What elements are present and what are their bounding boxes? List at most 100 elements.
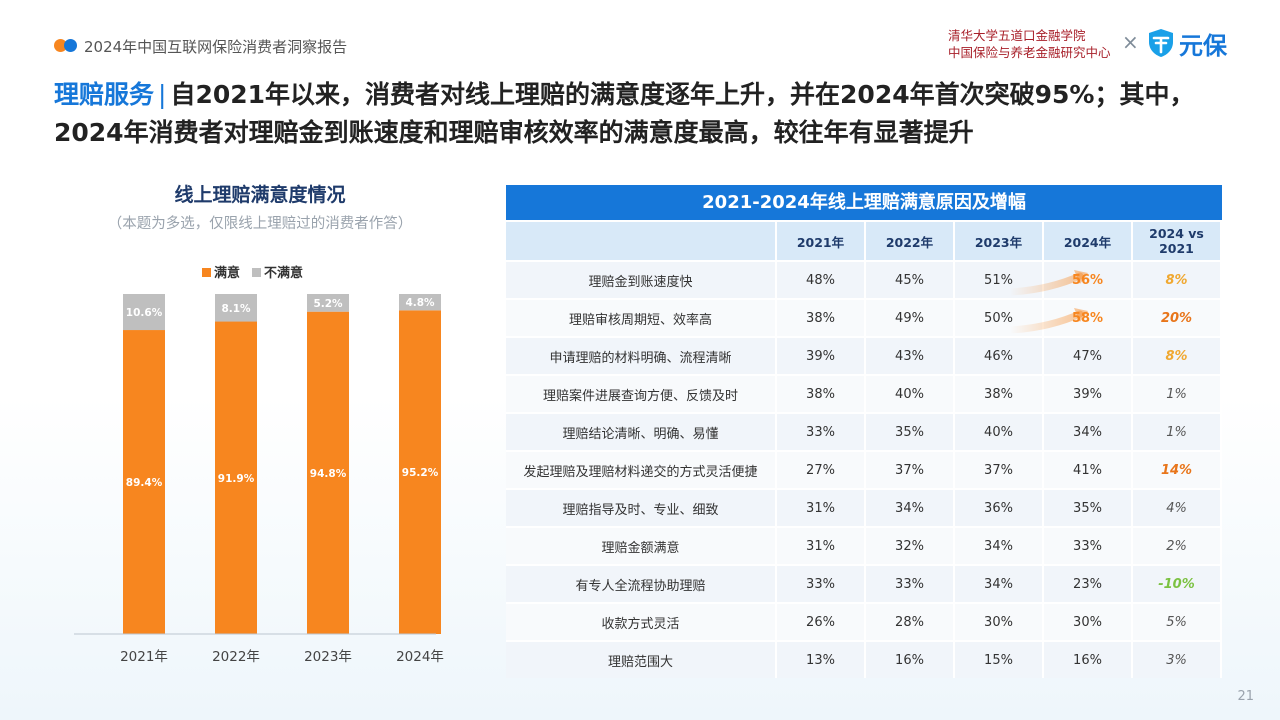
bar-unsatisfied [215, 294, 257, 322]
legend-label: 不满意 [264, 265, 303, 281]
value-cell: 39% [1043, 374, 1133, 413]
value-cell: 16% [1043, 640, 1133, 678]
reasons-table: 2021年 2022年 2023年 2024年 2024 vs 2021 理赔金到账速度… [506, 222, 1222, 678]
headline-text: 自2021年以来，消费者对线上理赔的满意度逐年上升，并在2024年首次突破95%… [54, 80, 1195, 147]
value-cell: 31% [776, 526, 866, 565]
headline-separator: | [158, 80, 167, 109]
value-cell: 13% [776, 640, 866, 678]
table-title: 2021-2024年线上理赔满意原因及增幅 [506, 185, 1222, 220]
value-cell: 30% [1043, 602, 1133, 641]
table-row: 有专人全流程协助理赔 33% 33% 34% 23% -10% [506, 564, 1222, 603]
header-col: 2024年 [1043, 222, 1133, 261]
value-cell: 36% [954, 488, 1044, 527]
value-cell: 43% [865, 336, 955, 375]
reason-cell: 发起理赔及理赔材料递交的方式灵活便捷 [506, 450, 777, 489]
bar-satisfied [215, 321, 257, 634]
value-cell: 33% [776, 564, 866, 603]
growth-cell: 14% [1132, 450, 1222, 489]
value-cell: 40% [865, 374, 955, 413]
table-row: 理赔案件进展查询方便、反馈及时 38% 40% 38% 39% 1% [506, 374, 1222, 413]
value-cell: 37% [954, 450, 1044, 489]
bar-satisfied [307, 311, 349, 634]
value-cell: 58% [1043, 298, 1133, 337]
value-cell: 46% [954, 336, 1044, 375]
bar-data-label: 10.6% [126, 307, 163, 319]
value-cell: 34% [865, 488, 955, 527]
growth-cell: 4% [1132, 488, 1222, 527]
growth-cell: 8% [1132, 336, 1222, 375]
value-cell: 23% [1043, 564, 1133, 603]
header-col: 2024 vs 2021 [1132, 222, 1222, 261]
reason-cell: 申请理赔的材料明确、流程清晰 [506, 336, 777, 375]
x-tick-label: 2021年 [120, 649, 168, 665]
value-cell: 33% [776, 412, 866, 451]
bar-unsatisfied [307, 294, 349, 312]
page-number: 21 [1237, 689, 1254, 704]
bar-unsatisfied [399, 294, 441, 311]
growth-cell: 3% [1132, 640, 1222, 678]
reason-cell: 理赔金到账速度快 [506, 260, 777, 299]
value-cell: 50% [954, 298, 1044, 337]
growth-cell: 2% [1132, 526, 1222, 565]
x-tick-label: 2023年 [304, 649, 352, 665]
bar-data-label: 5.2% [313, 298, 343, 310]
value-cell: 35% [865, 412, 955, 451]
bar-data-label: 8.1% [221, 303, 251, 315]
value-cell: 33% [865, 564, 955, 603]
value-cell: 49% [865, 298, 955, 337]
growth-cell: 8% [1132, 260, 1222, 299]
reason-cell: 有专人全流程协助理赔 [506, 564, 777, 603]
trend-arrow-icon [1008, 308, 1088, 334]
org-line-1: 清华大学五道口金融学院 [948, 28, 1086, 43]
table-row: 理赔指导及时、专业、细致 31% 34% 36% 35% 4% [506, 488, 1222, 527]
reason-cell: 理赔指导及时、专业、细致 [506, 488, 777, 527]
bar-data-label: 91.9% [218, 473, 255, 485]
value-cell: 33% [1043, 526, 1133, 565]
growth-cell: -10% [1132, 564, 1222, 603]
growth-cell: 20% [1132, 298, 1222, 337]
reason-cell: 理赔范围大 [506, 640, 777, 678]
table-body: 理赔金到账速度快 48% 45% 51% 56% 8% 理赔审核周期短、效率高 38% 49% 5… [506, 260, 1222, 678]
growth-cell: 1% [1132, 374, 1222, 413]
table-row: 收款方式灵活 26% 28% 30% 30% 5% [506, 602, 1222, 641]
trend-arrow-icon [1008, 270, 1088, 296]
reason-cell: 理赔结论清晰、明确、易懂 [506, 412, 777, 451]
header-col: 2021年 [776, 222, 866, 261]
header-reason [506, 222, 777, 261]
header-dots-icon [54, 39, 80, 53]
value-cell: 41% [1043, 450, 1133, 489]
growth-cell: 1% [1132, 412, 1222, 451]
bar-data-label: 4.8% [405, 297, 435, 309]
value-cell: 30% [954, 602, 1044, 641]
satisfaction-bar-chart: 满意 不满意 89.4% 10.6% 2021年 91.9% 8.1% 2022年 94.8% 5… [74, 265, 444, 665]
table-row: 理赔金额满意 31% 32% 34% 33% 2% [506, 526, 1222, 565]
value-cell: 15% [954, 640, 1044, 678]
org-name: 清华大学五道口金融学院 中国保险与养老金融研究中心 [948, 27, 1111, 61]
value-cell: 40% [954, 412, 1044, 451]
value-cell: 35% [1043, 488, 1133, 527]
table-row: 申请理赔的材料明确、流程清晰 39% 43% 46% 47% 8% [506, 336, 1222, 375]
value-cell: 47% [1043, 336, 1133, 375]
chart-subtitle: （本题为多选，仅限线上理赔过的消费者作答） [107, 216, 413, 232]
value-cell: 38% [954, 374, 1044, 413]
bar-data-label: 94.8% [310, 468, 347, 480]
legend-swatch [252, 268, 261, 277]
x-tick-label: 2022年 [212, 649, 260, 665]
reason-cell: 理赔审核周期短、效率高 [506, 298, 777, 337]
table-row: 理赔金到账速度快 48% 45% 51% 56% 8% [506, 260, 1222, 299]
value-cell: 39% [776, 336, 866, 375]
org-line-2: 中国保险与养老金融研究中心 [948, 45, 1111, 60]
x-tick-label: 2024年 [396, 649, 444, 665]
value-cell: 28% [865, 602, 955, 641]
brand-logo: 元保 [1147, 26, 1227, 60]
value-cell: 16% [865, 640, 955, 678]
table-header-row: 2021年 2022年 2023年 2024年 2024 vs 2021 [506, 222, 1222, 261]
value-cell: 34% [954, 526, 1044, 565]
bar-satisfied [399, 310, 441, 634]
chart-title: 线上理赔满意度情况 [174, 184, 346, 206]
value-cell: 32% [865, 526, 955, 565]
brand-name: 元保 [1179, 31, 1227, 60]
table-row: 发起理赔及理赔材料递交的方式灵活便捷 27% 37% 37% 41% 14% [506, 450, 1222, 489]
value-cell: 48% [776, 260, 866, 299]
bar-satisfied [123, 330, 165, 634]
